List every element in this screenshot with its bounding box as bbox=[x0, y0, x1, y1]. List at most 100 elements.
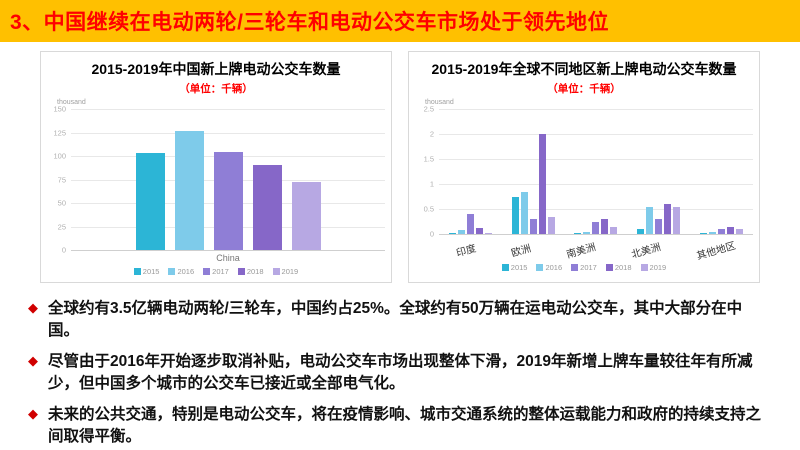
bullet-item: ◆ 全球约有3.5亿辆电动两轮/三轮车，中国约占25%。全球约有50万辆在运电动… bbox=[28, 298, 772, 342]
y-tick-label: 0 bbox=[429, 229, 434, 239]
legend-item: 2018 bbox=[237, 267, 264, 276]
chart-unit-label: （单位：千辆） bbox=[547, 83, 621, 95]
chart-title-china: 2015-2019年中国新上牌电动公交车数量 bbox=[91, 61, 341, 77]
legend-label: 2015 bbox=[510, 263, 528, 272]
bar-2015 bbox=[574, 233, 582, 234]
bar-2017 bbox=[529, 219, 537, 234]
bar-2017 bbox=[655, 219, 663, 234]
bar-2017 bbox=[213, 152, 243, 250]
y-axis: 0 0.5 1 1.5 2 2.5 bbox=[415, 105, 439, 239]
bar-2019 bbox=[610, 226, 618, 234]
bar-2015 bbox=[448, 232, 456, 234]
bar-2018 bbox=[727, 226, 735, 234]
bar-2016 bbox=[646, 206, 654, 234]
plot-area bbox=[71, 109, 385, 251]
diamond-bullet-icon: ◆ bbox=[28, 300, 38, 315]
bar-group bbox=[131, 130, 326, 250]
y-axis-title: thousand bbox=[425, 99, 454, 106]
legend-label: 2017 bbox=[212, 267, 229, 276]
world-ebus-chart: thousand 0 0.5 1 1.5 2 2.5 印度 欧洲 南美洲 北美洲 其他地区 201… bbox=[415, 99, 753, 279]
legend-item: 2019 bbox=[272, 267, 299, 276]
bar-2019 bbox=[291, 182, 321, 250]
legend-label: 2018 bbox=[614, 263, 632, 272]
y-tick-label: 50 bbox=[57, 198, 66, 208]
chart-legend: 2015 2016 2017 2018 2019 bbox=[47, 267, 385, 276]
bar-2017 bbox=[466, 214, 474, 234]
bar-2018 bbox=[601, 219, 609, 234]
legend-label: 2019 bbox=[281, 267, 299, 276]
y-axis: 0 25 50 75 100 125 150 bbox=[47, 105, 71, 255]
bar-2016 bbox=[520, 191, 528, 234]
gridline bbox=[439, 159, 753, 160]
plot-area bbox=[439, 109, 753, 235]
bullet-text: 尽管由于2016年开始逐步取消补贴，电动公交车市场出现整体下滑，2019年新增上… bbox=[48, 353, 753, 392]
legend-item: 2017 bbox=[571, 263, 597, 272]
x-axis-label: 北美洲 bbox=[630, 242, 662, 261]
china-ebus-chart: thousand 0 25 50 75 100 125 150 China 2015 2016… bbox=[47, 99, 385, 279]
legend-swatch bbox=[640, 264, 648, 271]
plot-wrap: 0 0.5 1 1.5 2 2.5 bbox=[415, 105, 753, 239]
legend-swatch bbox=[571, 264, 579, 271]
gridline bbox=[71, 109, 385, 110]
x-axis-label: 南美洲 bbox=[565, 242, 598, 261]
slide-title-banner: 3、中国继续在电动两轮/三轮车和电动公交车市场处于领先地位 bbox=[0, 0, 800, 42]
x-axis-label: 欧洲 bbox=[510, 243, 533, 260]
y-tick-label: 75 bbox=[57, 175, 66, 184]
y-tick-label: 0.5 bbox=[423, 204, 434, 214]
legend-label: 2018 bbox=[246, 267, 264, 276]
y-axis-title: thousand bbox=[57, 99, 86, 106]
diamond-bullet-icon: ◆ bbox=[28, 353, 38, 368]
bar-2015 bbox=[637, 229, 645, 234]
bar-group bbox=[573, 219, 618, 234]
page-title: 3、中国继续在电动两轮/三轮车和电动公交车市场处于领先地位 bbox=[10, 11, 610, 34]
world-ebus-chart-panel: 2015-2019年全球不同地区新上牌电动公交车数量 （单位：千辆） thous… bbox=[408, 51, 760, 283]
bar-2017 bbox=[592, 221, 600, 234]
bar-2018 bbox=[252, 165, 282, 250]
bar-2015 bbox=[135, 153, 165, 250]
legend-item: 2015 bbox=[501, 263, 528, 272]
y-tick-label: 125 bbox=[53, 128, 66, 137]
legend-label: 2016 bbox=[177, 267, 195, 276]
bar-2018 bbox=[538, 134, 546, 234]
y-tick-label: 0 bbox=[61, 245, 66, 255]
legend-item: 2019 bbox=[640, 263, 667, 272]
chart-unit-label: （单位：千辆） bbox=[179, 83, 253, 95]
chart-legend: 2015 2016 2017 2018 2019 bbox=[415, 263, 753, 272]
legend-swatch bbox=[237, 268, 245, 275]
y-tick-label: 2.5 bbox=[423, 104, 434, 114]
legend-swatch bbox=[133, 268, 141, 275]
china-ebus-chart-panel: 2015-2019年中国新上牌电动公交车数量 （单位：千辆） thousand … bbox=[40, 51, 392, 283]
y-tick-label: 150 bbox=[53, 104, 66, 114]
bullet-text: 未来的公共交通，特别是电动公交车，将在疫情影响、城市交通系统的整体运载能力和政府… bbox=[48, 406, 762, 445]
gridline bbox=[439, 109, 753, 110]
x-axis: China bbox=[71, 253, 385, 263]
y-tick-label: 1 bbox=[429, 179, 434, 189]
legend-label: 2016 bbox=[545, 263, 563, 272]
x-axis-label: 其他地区 bbox=[695, 240, 737, 263]
legend-item: 2015 bbox=[133, 267, 160, 276]
bar-2019 bbox=[484, 232, 492, 234]
legend-label: 2017 bbox=[580, 263, 597, 272]
bullet-item: ◆ 未来的公共交通，特别是电动公交车，将在疫情影响、城市交通系统的整体运载能力和… bbox=[28, 404, 772, 448]
bar-2016 bbox=[457, 230, 465, 234]
x-axis: 印度 欧洲 南美洲 北美洲 其他地区 bbox=[439, 241, 753, 263]
legend-label: 2019 bbox=[649, 263, 667, 272]
bar-2015 bbox=[700, 232, 708, 234]
bullet-item: ◆ 尽管由于2016年开始逐步取消补贴，电动公交车市场出现整体下滑，2019年新… bbox=[28, 351, 772, 395]
bullet-list: ◆ 全球约有3.5亿辆电动两轮/三轮车，中国约占25%。全球约有50万辆在运电动… bbox=[0, 283, 800, 448]
bar-2019 bbox=[547, 216, 555, 234]
legend-item: 2016 bbox=[168, 267, 194, 276]
diamond-bullet-icon: ◆ bbox=[28, 406, 38, 421]
legend-swatch bbox=[272, 268, 280, 275]
legend-label: 2015 bbox=[142, 267, 160, 276]
legend-item: 2016 bbox=[536, 263, 562, 272]
y-tick-label: 100 bbox=[53, 151, 66, 161]
bar-group bbox=[511, 134, 556, 234]
legend-swatch bbox=[203, 268, 211, 275]
x-axis-label: 印度 bbox=[455, 243, 478, 260]
legend-swatch bbox=[605, 264, 613, 271]
bar-2019 bbox=[673, 206, 681, 234]
gridline bbox=[439, 134, 753, 135]
bar-2015 bbox=[511, 196, 519, 234]
bar-2017 bbox=[718, 229, 726, 234]
